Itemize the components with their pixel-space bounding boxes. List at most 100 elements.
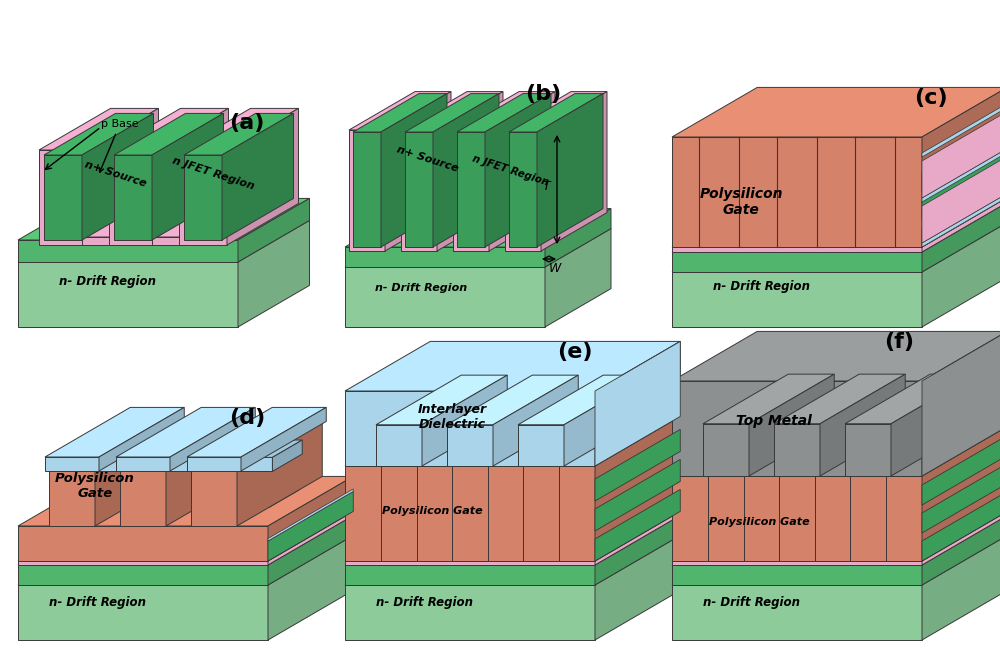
Polygon shape: [505, 130, 541, 251]
Polygon shape: [170, 407, 255, 471]
Polygon shape: [922, 124, 1000, 191]
Polygon shape: [672, 272, 922, 327]
Polygon shape: [44, 114, 154, 155]
Text: Polysilicon
Gate: Polysilicon Gate: [55, 472, 135, 500]
Polygon shape: [703, 374, 834, 424]
Polygon shape: [82, 114, 154, 240]
Polygon shape: [152, 454, 228, 471]
Text: Top Metal: Top Metal: [736, 413, 812, 427]
Polygon shape: [18, 220, 310, 262]
Polygon shape: [595, 341, 680, 466]
Polygon shape: [49, 421, 180, 471]
Polygon shape: [493, 375, 578, 466]
Polygon shape: [672, 511, 1000, 561]
Polygon shape: [238, 198, 310, 262]
Polygon shape: [774, 424, 820, 476]
Polygon shape: [18, 526, 268, 561]
Polygon shape: [672, 331, 1000, 381]
Polygon shape: [39, 108, 158, 150]
Polygon shape: [223, 454, 299, 471]
Polygon shape: [130, 440, 160, 471]
Polygon shape: [18, 262, 238, 327]
Polygon shape: [109, 108, 228, 150]
Polygon shape: [345, 536, 680, 585]
Polygon shape: [595, 460, 680, 531]
Polygon shape: [345, 391, 595, 466]
Polygon shape: [405, 132, 433, 247]
Polygon shape: [922, 87, 1000, 247]
Polygon shape: [184, 114, 294, 155]
Polygon shape: [220, 458, 272, 471]
Polygon shape: [78, 440, 160, 458]
Polygon shape: [595, 536, 680, 640]
Polygon shape: [18, 476, 353, 526]
Text: (a): (a): [229, 114, 264, 134]
Polygon shape: [672, 585, 922, 640]
Polygon shape: [99, 407, 184, 471]
Polygon shape: [922, 331, 1000, 476]
Polygon shape: [345, 267, 545, 327]
Polygon shape: [345, 561, 595, 565]
Polygon shape: [345, 585, 595, 640]
Polygon shape: [345, 417, 680, 466]
Polygon shape: [345, 466, 595, 561]
Text: p Base: p Base: [99, 119, 139, 172]
Polygon shape: [191, 421, 322, 471]
Polygon shape: [672, 381, 922, 476]
Polygon shape: [922, 103, 1000, 157]
Polygon shape: [595, 489, 680, 561]
Polygon shape: [114, 155, 152, 240]
Text: (f): (f): [884, 332, 914, 351]
Polygon shape: [152, 196, 256, 237]
Polygon shape: [237, 421, 322, 526]
Polygon shape: [922, 515, 1000, 585]
Polygon shape: [18, 585, 268, 640]
Polygon shape: [166, 421, 251, 526]
Polygon shape: [227, 108, 298, 245]
Polygon shape: [447, 425, 493, 466]
Polygon shape: [179, 150, 227, 245]
Text: (c): (c): [914, 87, 948, 108]
Polygon shape: [922, 511, 1000, 565]
Polygon shape: [149, 440, 231, 458]
Polygon shape: [457, 93, 551, 132]
Polygon shape: [545, 228, 611, 327]
Polygon shape: [537, 93, 603, 247]
Polygon shape: [820, 374, 905, 476]
Polygon shape: [453, 130, 489, 251]
Polygon shape: [184, 196, 256, 245]
Polygon shape: [120, 421, 251, 471]
Polygon shape: [922, 198, 1000, 252]
Text: Polysilicon
Gate: Polysilicon Gate: [700, 187, 783, 217]
Text: n- Drift Region: n- Drift Region: [703, 595, 800, 609]
Polygon shape: [116, 457, 170, 471]
Polygon shape: [381, 93, 447, 247]
Polygon shape: [922, 179, 1000, 247]
Polygon shape: [268, 476, 353, 561]
Polygon shape: [18, 198, 310, 240]
Polygon shape: [672, 222, 1000, 272]
Polygon shape: [114, 114, 224, 155]
Text: W: W: [549, 262, 561, 275]
Text: T: T: [542, 179, 550, 192]
Text: (e): (e): [557, 342, 593, 362]
Polygon shape: [345, 208, 611, 247]
Text: n- Drift Region: n- Drift Region: [713, 280, 810, 293]
Polygon shape: [545, 208, 611, 267]
Polygon shape: [595, 515, 680, 585]
Polygon shape: [345, 511, 680, 561]
Polygon shape: [345, 341, 680, 391]
Polygon shape: [422, 375, 507, 466]
Polygon shape: [18, 536, 353, 585]
Polygon shape: [18, 565, 268, 585]
Polygon shape: [672, 87, 1000, 137]
Polygon shape: [922, 151, 1000, 219]
Polygon shape: [922, 112, 1000, 198]
Polygon shape: [353, 93, 447, 132]
Polygon shape: [437, 91, 503, 251]
Polygon shape: [595, 417, 680, 561]
Polygon shape: [349, 91, 451, 130]
Polygon shape: [595, 341, 680, 466]
Polygon shape: [774, 374, 905, 424]
Polygon shape: [349, 130, 385, 251]
